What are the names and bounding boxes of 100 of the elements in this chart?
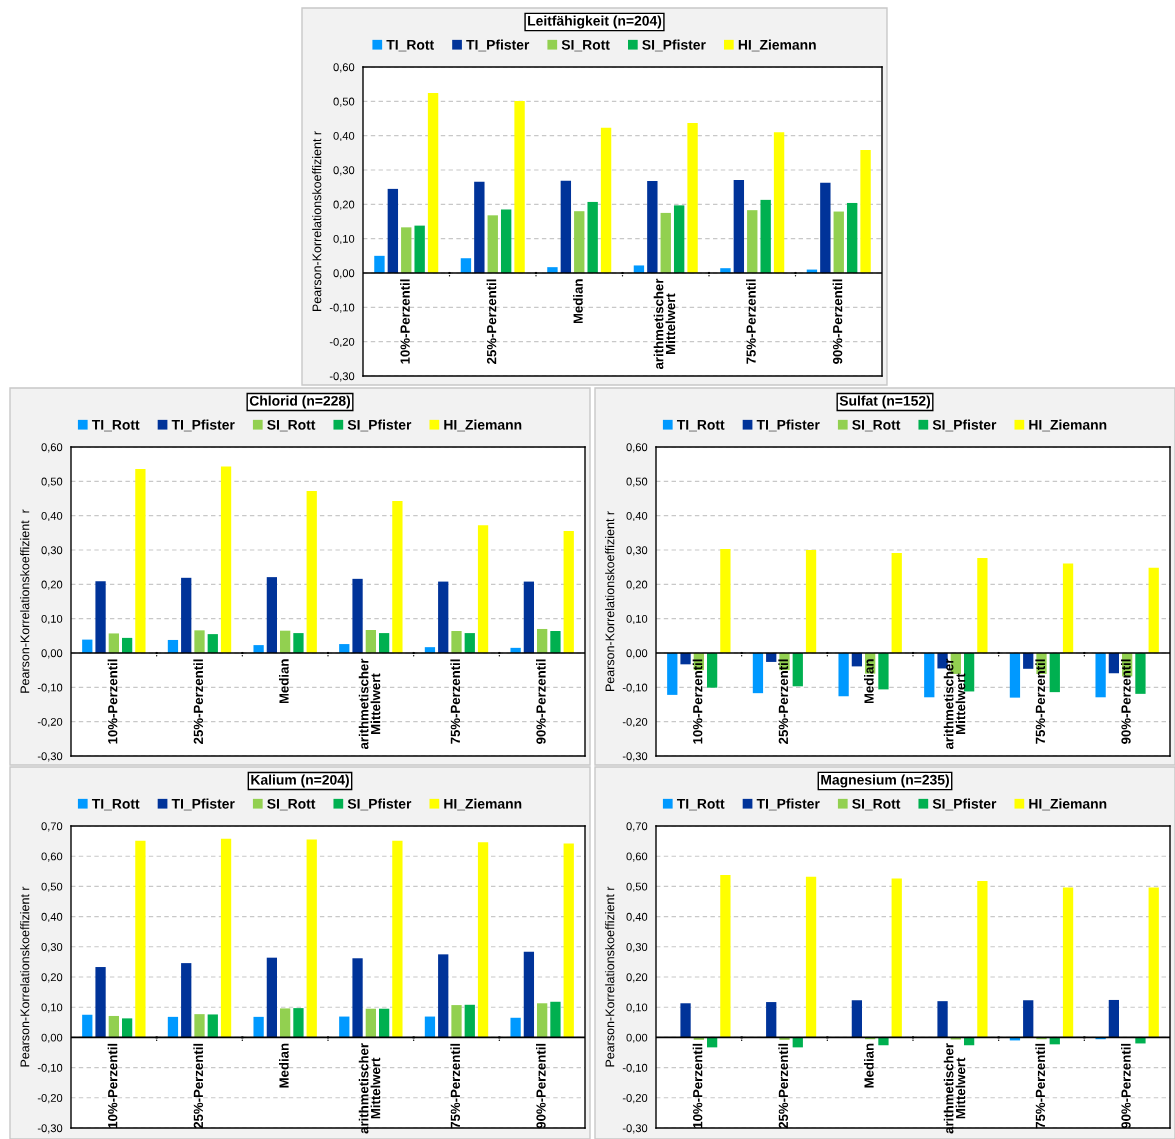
legend-label: TI_Rott [386, 40, 434, 52]
x-tick-label: Median [864, 1043, 874, 1088]
x-tick-label: 75%-Perzentil [746, 279, 756, 364]
y-tick-label: 0,10 [626, 614, 648, 625]
x-tick-label: 25%-Perzentil [193, 659, 204, 744]
legend-label: HI_Ziemann [444, 798, 522, 811]
chart-title: Chlorid (n=228) [249, 395, 351, 409]
y-tick-label: -0,10 [622, 683, 648, 693]
y-axis-title: Pearson-Korrelationskoeffizient r [312, 131, 322, 312]
x-tick-label: 25%-Perzentil [778, 1043, 789, 1129]
y-tick-label: -0,20 [622, 1094, 648, 1104]
y-axis-title: Pearson-Korrelationskoeffizient r [20, 886, 30, 1067]
y-axis-title: Pearson-Korrelationskoeffizient r [605, 886, 615, 1067]
legend-label: TI_Pfister [466, 39, 530, 52]
y-tick-label: 0,20 [41, 973, 63, 983]
y-tick-label: 0,10 [41, 1003, 63, 1013]
y-tick-label: -0,20 [37, 1094, 63, 1104]
x-tick-label: 10%-Perzentil [107, 1043, 118, 1128]
y-tick-label: 0,00 [626, 1033, 648, 1043]
y-tick-label: -0,10 [37, 683, 63, 693]
y-tick-label: 0,40 [41, 511, 63, 522]
y-tick-label: 0,60 [626, 443, 648, 453]
legend-label: HI_Ziemann [1029, 419, 1107, 432]
y-tick-label: 0,70 [41, 822, 63, 832]
y-tick-label: 0,70 [626, 822, 648, 832]
y-tick-label: 0,20 [626, 580, 648, 590]
y-tick-label: -0,30 [329, 372, 355, 382]
legend-label: TI_Rott [91, 420, 140, 432]
legend-label: SI_Pfister [347, 419, 412, 432]
y-tick-label: 0,50 [626, 477, 648, 487]
legend-label: TI_Pfister [756, 798, 820, 811]
chart-title: Magnesium (n=235) [821, 774, 949, 788]
x-tick-label: 90%-Perzentil [1121, 1043, 1131, 1129]
x-tick-label: arithmetischer Mittelwert [358, 1043, 381, 1134]
x-tick-label: 25%-Perzentil [486, 279, 497, 364]
x-tick-label: 10%-Perzentil [107, 659, 118, 744]
y-tick-label: 0,30 [41, 943, 63, 953]
y-tick-label: -0,10 [622, 1063, 648, 1074]
y-tick-label: -0,30 [622, 1124, 648, 1134]
y-tick-label: 0,20 [626, 973, 648, 983]
y-tick-label: 0,10 [41, 614, 63, 625]
y-tick-label: 0,00 [41, 649, 63, 659]
legend-label: HI_Ziemann [738, 39, 816, 52]
legend-label: HI_Ziemann [1029, 798, 1107, 811]
y-tick-label: 0,50 [41, 477, 63, 487]
x-tick-label: 75%-Perzentil [450, 659, 461, 744]
y-tick-label: -0,30 [37, 752, 63, 762]
x-tick-label: 25%-Perzentil [778, 659, 789, 744]
x-tick-label: Median [864, 659, 874, 704]
legend-label: SI_Pfister [642, 39, 706, 52]
y-tick-label: 0,60 [626, 852, 648, 862]
y-tick-label: -0,10 [329, 303, 355, 313]
legend-label: SI_Rott [561, 39, 610, 52]
y-tick-label: 0,00 [41, 1033, 63, 1043]
y-tick-label: 0,40 [626, 912, 648, 923]
legend-label: TI_Rott [91, 799, 140, 811]
y-tick-label: 0,50 [333, 97, 355, 107]
y-axis-title: Pearson-Korrelationskoeffizient r [605, 511, 615, 692]
x-tick-label: arithmetischer Mittelwert [943, 1043, 966, 1134]
legend-label: SI_Rott [267, 798, 316, 811]
y-tick-label: -0,30 [37, 1124, 63, 1134]
y-tick-label: -0,20 [329, 337, 355, 348]
x-tick-label: 25%-Perzentil [193, 1043, 204, 1129]
y-tick-label: 0,30 [626, 943, 648, 953]
y-tick-label: 0,00 [333, 269, 355, 279]
x-tick-label: 90%-Perzentil [536, 1043, 546, 1129]
x-tick-label: 90%-Perzentil [1121, 659, 1131, 744]
x-tick-label: Median [279, 1043, 289, 1088]
x-tick-label: 10%-Perzentil [400, 279, 410, 364]
y-tick-label: 0,30 [626, 546, 648, 556]
x-tick-label: arithmetischer Mittelwert [943, 658, 966, 750]
chart-title: Sulfat (n=152) [839, 395, 931, 409]
x-tick-label: arithmetischer Mittelwert [358, 658, 381, 750]
y-tick-label: 0,40 [41, 912, 63, 923]
y-axis-title: Pearson-Korrelationskoeffizient r [20, 509, 30, 693]
y-tick-label: -0,20 [622, 717, 648, 728]
x-tick-label: Median [279, 659, 289, 704]
x-tick-label: 10%-Perzentil [692, 659, 703, 744]
x-tick-label: Median [573, 279, 583, 324]
y-tick-label: 0,30 [41, 546, 63, 556]
y-tick-label: 0,40 [626, 511, 648, 522]
legend-label: SI_Pfister [932, 798, 997, 811]
y-tick-label: 0,50 [41, 882, 63, 892]
x-tick-label: 10%-Perzentil [692, 1043, 703, 1128]
legend-label: TI_Rott [676, 420, 725, 432]
chart-title: Kalium (n=204) [251, 774, 349, 788]
y-tick-label: 0,20 [333, 200, 355, 210]
legend-label: SI_Rott [852, 419, 901, 432]
x-tick-label: 90%-Perzentil [832, 279, 843, 364]
y-tick-label: 0,60 [41, 443, 63, 453]
y-tick-label: -0,10 [37, 1063, 63, 1074]
legend-label: SI_Pfister [932, 419, 997, 432]
legend-label: TI_Pfister [171, 798, 235, 811]
x-tick-label: 75%-Perzentil [1035, 659, 1046, 744]
x-tick-label: 75%-Perzentil [450, 1043, 461, 1129]
y-tick-label: 0,30 [333, 166, 355, 176]
y-tick-label: 0,60 [333, 63, 355, 73]
x-tick-label: 90%-Perzentil [536, 659, 546, 744]
legend-label: HI_Ziemann [444, 419, 522, 432]
y-tick-label: 0,20 [41, 580, 63, 590]
